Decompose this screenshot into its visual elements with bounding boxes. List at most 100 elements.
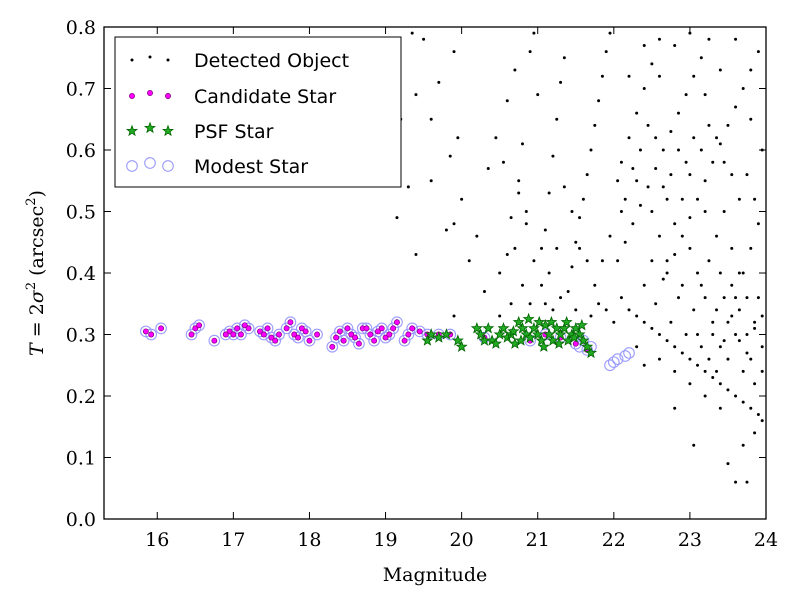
- detected-object-point: [756, 296, 760, 300]
- candidate-star-point: [148, 331, 155, 338]
- detected-object-point: [718, 271, 722, 275]
- detected-object-point: [513, 246, 517, 250]
- detected-object-point: [414, 253, 418, 257]
- detected-object-point: [642, 320, 646, 324]
- candidate-star-point: [394, 319, 400, 326]
- detected-object-point: [684, 160, 688, 164]
- detected-object-point: [635, 314, 639, 318]
- modest-star-point: [391, 316, 403, 329]
- detected-object-point: [657, 333, 661, 336]
- detected-object-point: [528, 302, 532, 306]
- detected-object-point: [734, 105, 738, 109]
- detected-object-point: [753, 382, 757, 386]
- detected-object-point: [745, 333, 749, 336]
- psf-star-point: [581, 340, 594, 352]
- candidate-star-point: [272, 337, 279, 344]
- y-axis-unit-exp: 2: [24, 197, 39, 205]
- detected-object-point: [673, 406, 677, 410]
- y-axis-sigma-exp: 2: [24, 282, 39, 290]
- legend: Detected Object Candidate Star PSF Star …: [114, 36, 402, 188]
- psf-star-point: [524, 331, 537, 343]
- y-axis-unit-open: (arcsec: [26, 206, 48, 282]
- detected-object-point: [551, 308, 555, 312]
- candidate-star-point: [314, 331, 321, 338]
- candidate-star-point: [367, 331, 374, 338]
- y-axis-sigma: σ: [26, 289, 48, 303]
- candidate-star-point: [355, 340, 362, 347]
- detected-object-point: [737, 271, 741, 275]
- psf-star-point: [531, 328, 544, 340]
- legend-marker-modest: [144, 157, 156, 169]
- x-tick-label: 17: [221, 529, 245, 551]
- y-tick-label: 0.1: [66, 448, 96, 470]
- detected-object-point: [559, 296, 563, 300]
- detected-object-point: [669, 173, 673, 177]
- detected-object-point: [753, 197, 757, 201]
- psf-star-point: [493, 328, 506, 340]
- y-axis-eq: = 2: [26, 303, 48, 343]
- detected-object-point: [642, 283, 646, 287]
- psf-star-point: [455, 340, 468, 352]
- detected-object-point: [696, 363, 700, 367]
- detected-object-point: [460, 197, 464, 201]
- x-tick-label: 16: [145, 529, 169, 551]
- psf-star-point: [470, 322, 483, 334]
- detected-object-point: [650, 210, 654, 213]
- detected-object-point: [711, 376, 715, 380]
- detected-object-point: [559, 80, 563, 84]
- modest-star-point: [208, 334, 221, 347]
- detected-object-point: [730, 314, 734, 318]
- legend-marker-psf: [161, 124, 175, 137]
- detected-object-point: [650, 326, 654, 330]
- detected-object-point: [665, 259, 669, 263]
- detected-object-point: [540, 246, 544, 250]
- detected-object-point: [604, 50, 608, 54]
- legend-marker-detected: [130, 58, 134, 62]
- candidate-star-point: [276, 331, 282, 338]
- detected-object-point: [600, 259, 604, 263]
- detected-object-point: [635, 345, 639, 349]
- x-tick-label: 22: [602, 529, 626, 551]
- detected-object-point: [745, 480, 749, 484]
- modest-star-point: [288, 328, 301, 341]
- modest-star-point: [611, 353, 624, 365]
- detected-object-point: [737, 197, 741, 201]
- detected-object-point: [505, 253, 509, 257]
- modest-star-point: [231, 322, 244, 335]
- detected-object-point: [578, 216, 582, 220]
- detected-object-point: [574, 240, 578, 244]
- detected-object-point: [692, 74, 696, 78]
- modest-star-point: [349, 331, 361, 344]
- detected-object-point: [631, 222, 635, 226]
- detected-object-point: [745, 296, 749, 300]
- detected-object-point: [604, 308, 608, 312]
- modest-star-point: [284, 316, 297, 329]
- detected-object-point: [688, 246, 692, 250]
- modest-star-point: [330, 331, 342, 344]
- detected-object-point: [456, 136, 460, 140]
- candidate-star-point: [409, 325, 416, 332]
- detected-object-point: [715, 308, 719, 312]
- modest-star-point: [185, 328, 198, 341]
- modest-star-point: [257, 328, 270, 341]
- detected-object-point: [501, 160, 505, 164]
- x-tick-label: 23: [678, 529, 702, 551]
- candidate-star-point: [306, 337, 313, 344]
- legend-label-modest-star: Modest Star: [194, 156, 308, 178]
- y-tick-label: 0.2: [66, 386, 96, 408]
- y-tick-label: 0.8: [66, 17, 96, 39]
- candidate-star-point: [222, 331, 229, 338]
- modest-star-point: [406, 322, 419, 335]
- modest-star-point: [341, 322, 354, 335]
- detected-object-point: [555, 117, 559, 121]
- detected-object-point: [608, 31, 612, 35]
- detected-object-point: [707, 357, 711, 361]
- detected-object-point: [669, 130, 673, 134]
- detected-object-point: [680, 351, 684, 355]
- detected-object-point: [676, 296, 680, 300]
- detected-object-point: [730, 283, 734, 287]
- modest-star-point: [364, 328, 377, 341]
- detected-object-point: [585, 173, 589, 177]
- detected-object-point: [745, 173, 749, 177]
